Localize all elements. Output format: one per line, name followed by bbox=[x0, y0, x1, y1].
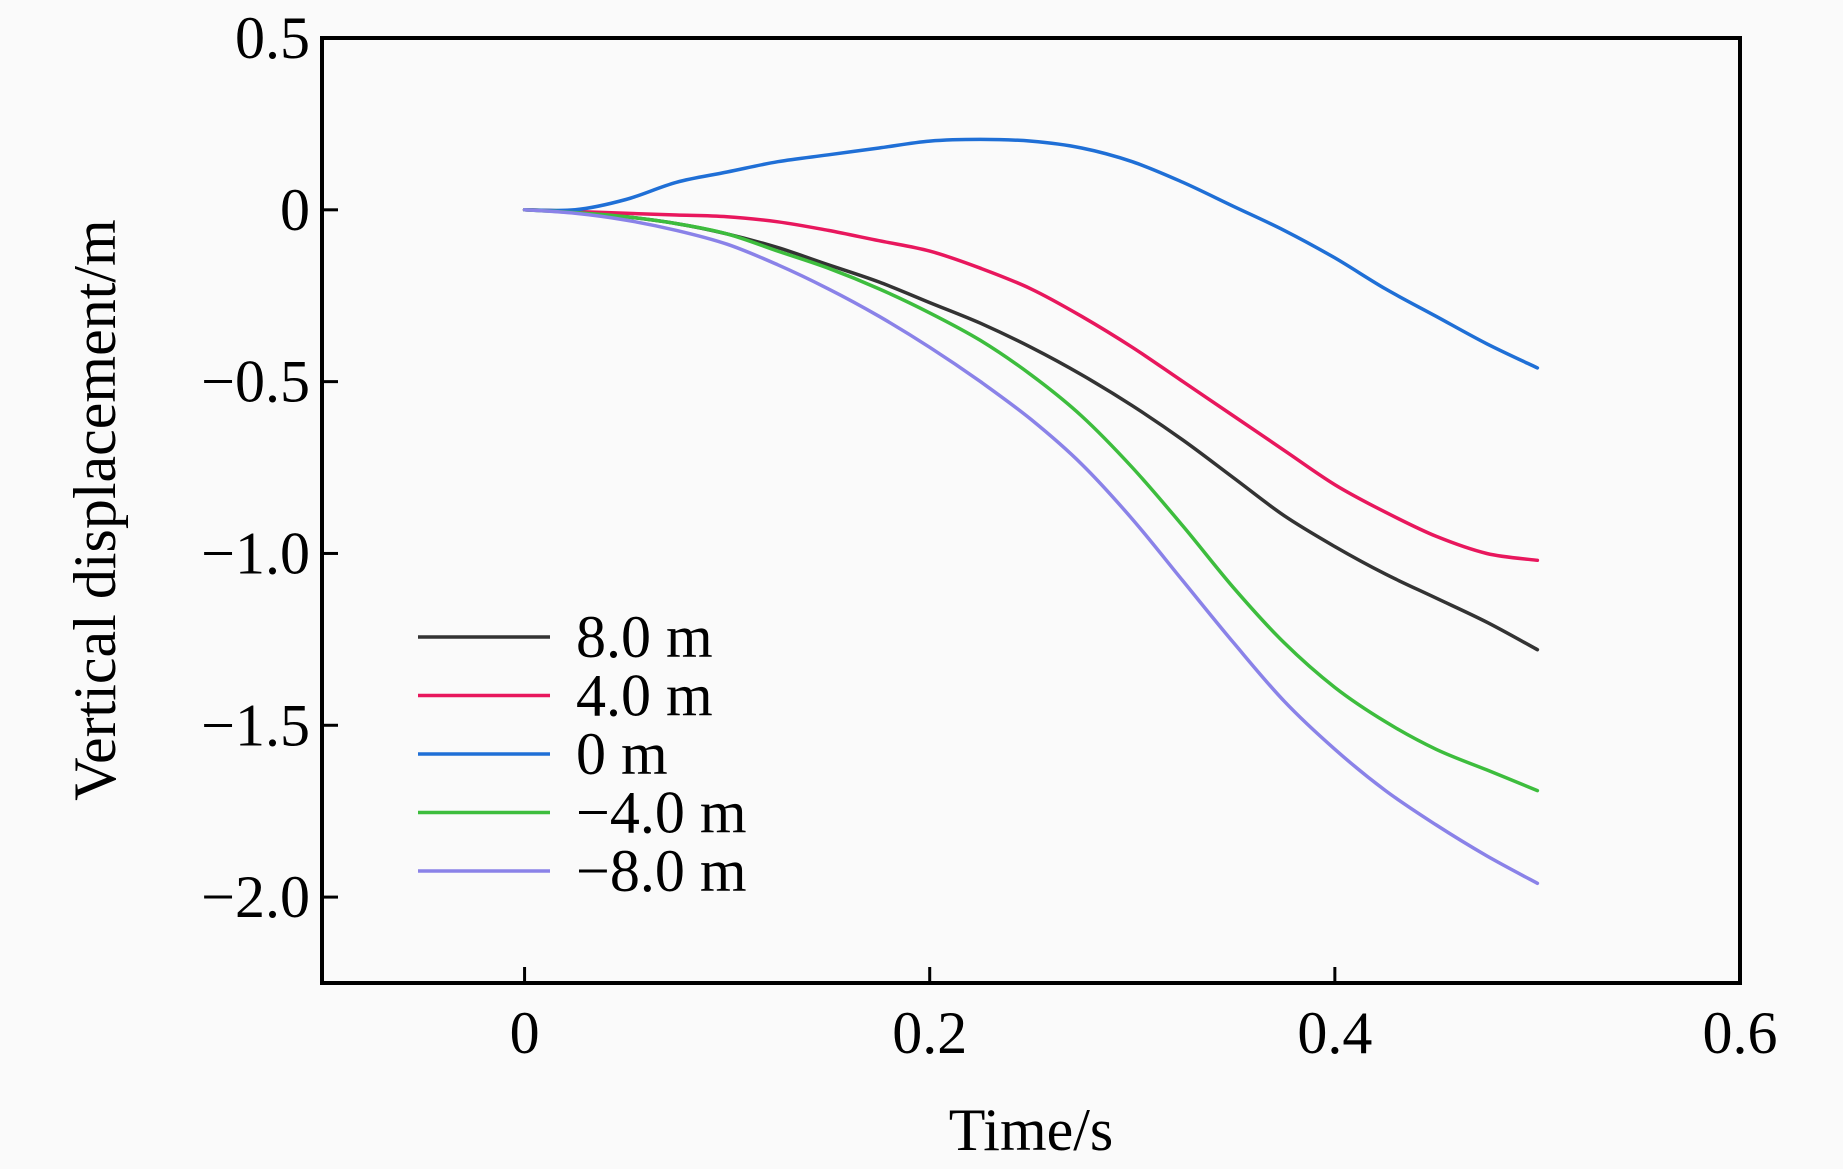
x-tick-label: 0 bbox=[510, 1000, 540, 1066]
legend-label: 0 m bbox=[576, 721, 668, 787]
y-tick-label: −1.0 bbox=[201, 520, 310, 586]
y-tick-label: 0.5 bbox=[235, 5, 310, 71]
legend-label: −8.0 m bbox=[576, 838, 747, 904]
legend-label: 4.0 m bbox=[576, 663, 713, 729]
series-line--8-0-m bbox=[522, 208, 1540, 886]
y-axis-title: Vertical displacement/m bbox=[62, 219, 128, 800]
legend: 8.0 m4.0 m0 m−4.0 m−8.0 m bbox=[418, 604, 747, 904]
x-axis-title: Time/s bbox=[949, 1097, 1114, 1163]
y-tick-label: −0.5 bbox=[201, 349, 310, 415]
series-line-4-0-m bbox=[522, 208, 1540, 563]
series-line--4-0-m bbox=[522, 208, 1540, 793]
series-line-0-m bbox=[522, 137, 1540, 370]
plot-frame bbox=[320, 36, 1742, 985]
y-tick-label: 0 bbox=[280, 177, 310, 243]
x-axis-ticks: 0 0.2 0.4 0.6 bbox=[510, 967, 1778, 1066]
x-tick-label: 0.6 bbox=[1703, 1000, 1778, 1066]
legend-label: −4.0 m bbox=[576, 780, 747, 846]
y-tick-label: −2.0 bbox=[201, 864, 310, 930]
series-line-8-0-m bbox=[522, 208, 1540, 652]
legend-label: 8.0 m bbox=[576, 604, 713, 670]
x-tick-label: 0.4 bbox=[1297, 1000, 1372, 1066]
y-tick-label: −1.5 bbox=[201, 692, 310, 758]
y-axis-ticks: 0.5 0 −0.5 −1.0 −1.5 −2.0 bbox=[201, 5, 338, 930]
x-tick-label: 0.2 bbox=[892, 1000, 967, 1066]
series-lines bbox=[522, 137, 1540, 886]
